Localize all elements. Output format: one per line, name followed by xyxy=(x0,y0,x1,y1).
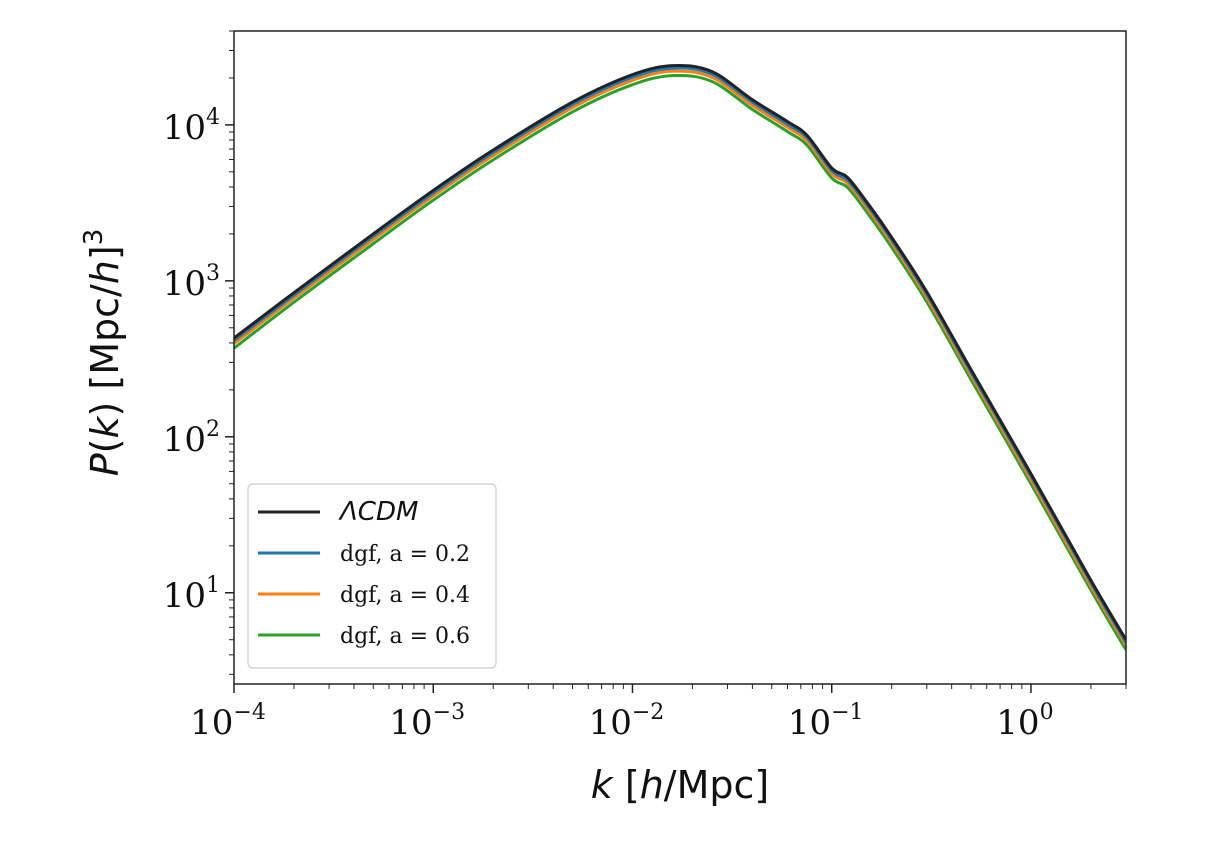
y-tick-label: 102 xyxy=(163,417,220,460)
legend-items: ΛCDM dgf, a = 0.2 dgf, a = 0.4 dgf, a = 0.6 xyxy=(258,497,470,649)
series-line-3 xyxy=(234,73,1126,651)
y-axis-label: P(k) [Mpc/h]3 xyxy=(79,229,127,477)
x-tick-label: 100 xyxy=(996,700,1053,743)
x-tick-label: 10−3 xyxy=(389,700,465,743)
legend-label-0: ΛCDM xyxy=(338,497,418,527)
legend-label-1: dgf, a = 0.2 xyxy=(340,542,470,567)
axis-ticks xyxy=(225,30,1127,693)
legend-label-2: dgf, a = 0.4 xyxy=(340,583,470,608)
legend-box xyxy=(247,483,497,669)
y-tick-label: 104 xyxy=(163,105,220,148)
series-line-2 xyxy=(234,69,1126,647)
x-tick-label: 10−4 xyxy=(190,700,266,743)
x-tick-label: 10−1 xyxy=(788,700,864,743)
series-lines xyxy=(234,63,1126,651)
legend: ΛCDM dgf, a = 0.2 dgf, a = 0.4 dgf, a = 0.6 xyxy=(247,483,497,669)
series-line-0 xyxy=(234,63,1126,641)
y-tick-label: 103 xyxy=(163,261,220,304)
y-tick-label: 101 xyxy=(163,573,220,616)
x-tick-label: 10−2 xyxy=(589,700,665,743)
legend-label-3: dgf, a = 0.6 xyxy=(340,624,470,649)
plot-frame xyxy=(233,30,1127,685)
tick-labels: 10−4 10−3 10−2 10−1 100 101 102 103 104 xyxy=(163,105,1054,743)
x-axis-label: k [h/Mpc] xyxy=(591,763,769,807)
